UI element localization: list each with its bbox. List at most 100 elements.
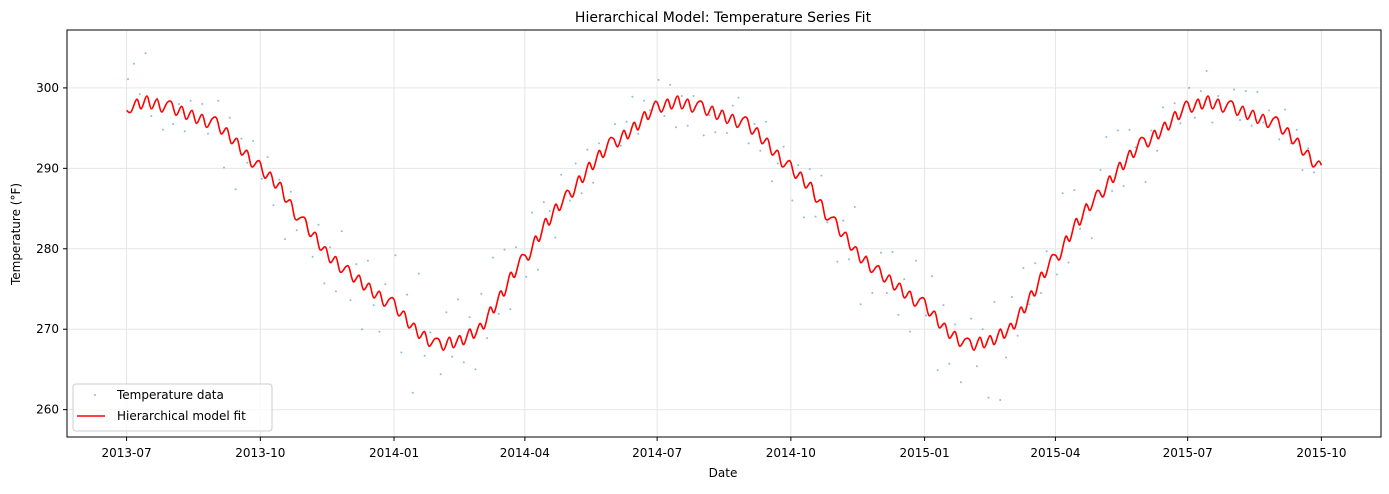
data-point — [1268, 109, 1271, 112]
data-point — [1199, 90, 1202, 93]
data-point — [240, 137, 243, 140]
data-point — [909, 330, 912, 333]
data-point — [406, 293, 409, 296]
data-point — [384, 283, 387, 286]
data-point — [311, 255, 314, 258]
data-point — [568, 199, 571, 202]
x-tick-label: 2013-10 — [235, 446, 285, 460]
data-point — [468, 316, 471, 319]
data-point — [1022, 267, 1025, 270]
y-tick-label: 270 — [36, 322, 59, 336]
data-point — [317, 223, 320, 226]
data-point — [451, 355, 454, 358]
model-fit-line — [126, 95, 1323, 351]
data-point — [625, 120, 628, 123]
data-point — [1173, 102, 1176, 105]
x-tick-label: 2014-07 — [632, 446, 682, 460]
data-point — [993, 300, 996, 303]
data-point — [429, 331, 432, 334]
data-point — [1045, 250, 1048, 253]
x-tick-label: 2015-10 — [1296, 446, 1346, 460]
data-point — [903, 278, 906, 281]
data-point — [814, 215, 817, 218]
data-point — [836, 260, 839, 263]
data-point — [366, 259, 369, 262]
data-point — [1244, 90, 1247, 93]
data-point — [1034, 262, 1037, 265]
data-point — [598, 142, 600, 145]
data-point — [177, 103, 180, 105]
data-point — [643, 99, 646, 102]
data-point — [355, 263, 358, 266]
data-point — [692, 95, 695, 97]
data-point — [361, 328, 364, 331]
data-point — [183, 130, 186, 133]
x-tick-label: 2014-04 — [500, 446, 550, 460]
data-point — [782, 145, 785, 148]
data-point — [586, 148, 589, 151]
data-point — [228, 116, 231, 119]
data-point — [400, 351, 403, 354]
data-point — [503, 248, 506, 251]
data-point — [1005, 356, 1007, 359]
x-tick-label: 2015-07 — [1163, 446, 1213, 460]
data-point — [161, 128, 164, 131]
data-point — [826, 221, 829, 224]
data-point — [1010, 296, 1013, 298]
data-point — [1307, 147, 1310, 150]
data-point — [747, 142, 750, 145]
x-tick-label: 2013-07 — [102, 446, 152, 460]
data-point — [1301, 169, 1304, 171]
data-point — [554, 236, 557, 239]
data-point — [1016, 334, 1019, 337]
data-point — [150, 115, 153, 118]
data-point — [765, 120, 768, 123]
data-point — [1105, 136, 1108, 138]
data-point — [411, 391, 414, 394]
data-point — [663, 115, 666, 118]
data-point — [234, 188, 237, 191]
data-point — [580, 192, 583, 195]
data-point — [480, 292, 483, 295]
x-tick-label: 2015-01 — [900, 446, 950, 460]
data-point — [278, 178, 281, 181]
data-point — [637, 132, 640, 135]
data-point — [999, 399, 1002, 401]
data-point — [1128, 128, 1131, 131]
data-point — [1179, 122, 1182, 125]
data-point — [207, 132, 209, 135]
data-point — [820, 174, 823, 177]
data-point — [669, 83, 672, 86]
data-point — [848, 258, 850, 261]
data-point — [959, 381, 962, 384]
data-point — [138, 93, 141, 96]
data-point — [657, 78, 660, 81]
data-point — [714, 131, 717, 134]
data-point — [295, 229, 298, 232]
data-point — [474, 368, 477, 371]
data-point — [132, 62, 135, 65]
data-point — [223, 166, 225, 169]
data-point — [1205, 70, 1208, 72]
data-point — [725, 132, 728, 134]
data-point — [491, 256, 494, 259]
data-point — [880, 251, 882, 254]
data-point — [1116, 129, 1119, 132]
data-point — [417, 272, 420, 275]
data-point — [975, 365, 978, 368]
data-point — [272, 204, 275, 207]
legend-label-fit: Hierarchical model fit — [117, 409, 246, 423]
data-point — [648, 109, 651, 112]
y-axis: 260 270 280 290 300 — [36, 81, 67, 417]
data-point — [885, 292, 888, 294]
data-point — [1284, 108, 1287, 111]
data-point — [842, 219, 845, 222]
data-point — [1313, 171, 1316, 174]
data-point — [914, 259, 917, 262]
data-point — [246, 161, 249, 164]
data-point — [948, 362, 951, 365]
data-point — [680, 95, 683, 97]
data-point — [970, 317, 973, 320]
data-point — [542, 201, 545, 204]
data-point — [1233, 88, 1236, 91]
